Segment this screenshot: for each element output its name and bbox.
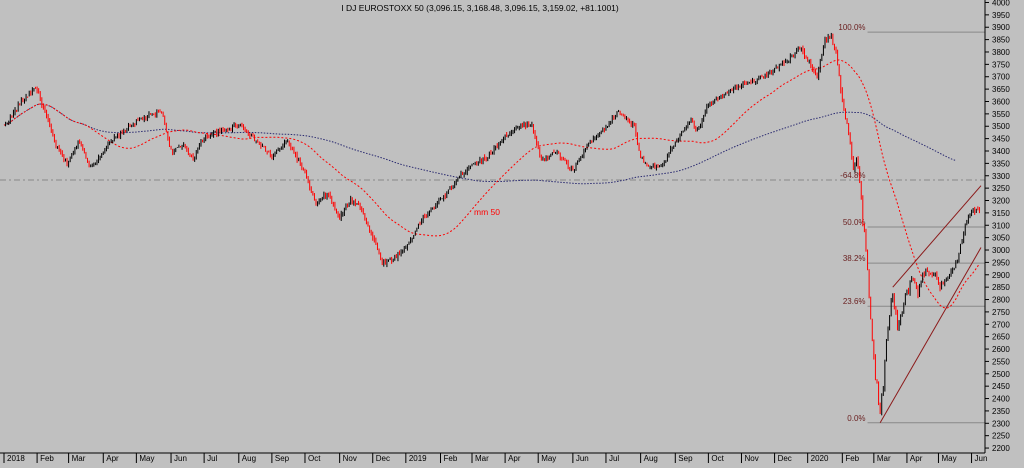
axes: 4000 3950 3900 3850 3800 3750 3700 3650 3600 3550… bbox=[0, 0, 1010, 463]
y-tick-label: 2450 bbox=[992, 382, 1010, 391]
x-tick-label: Nov bbox=[343, 454, 357, 463]
x-tick-label: May bbox=[541, 454, 556, 463]
y-tick-label: 2500 bbox=[992, 370, 1010, 379]
fib-level-label: 23.6% bbox=[843, 297, 866, 306]
y-tick-label: 3700 bbox=[992, 73, 1010, 82]
y-tick-label: 3400 bbox=[992, 147, 1010, 156]
y-tick-label: 3000 bbox=[992, 246, 1010, 255]
x-tick-label: Apr bbox=[508, 454, 521, 463]
trend-channel bbox=[879, 185, 982, 424]
fib-level-label: 38.2% bbox=[843, 254, 866, 263]
x-tick-label: Jun bbox=[174, 454, 187, 463]
fibonacci-levels: 100.0% -64.8% 50.0% 38.2% 23.6% 0.0% bbox=[0, 23, 985, 424]
y-tick-label: 2850 bbox=[992, 283, 1010, 292]
y-tick-label: 3950 bbox=[992, 11, 1010, 20]
moving-averages bbox=[3, 59, 980, 309]
y-tick-label: 3750 bbox=[992, 60, 1010, 69]
x-tick-label: 2018 bbox=[7, 454, 25, 463]
x-tick-label: Aug bbox=[242, 454, 256, 463]
y-tick-label: 3350 bbox=[992, 159, 1010, 168]
x-tick-label: Jul bbox=[609, 454, 619, 463]
x-tick-label: Feb bbox=[443, 454, 457, 463]
x-tick-label: Dec bbox=[778, 454, 792, 463]
y-tick-label: 2750 bbox=[992, 308, 1010, 317]
x-tick-label: Apr bbox=[106, 454, 119, 463]
x-tick-label: Sep bbox=[275, 454, 290, 463]
x-tick-label: Mar bbox=[72, 454, 86, 463]
mm50-label: mm 50 bbox=[474, 207, 500, 217]
fib-level-label: -64.8% bbox=[840, 171, 865, 180]
y-tick-label: 3200 bbox=[992, 197, 1010, 206]
y-tick-label: 2250 bbox=[992, 432, 1010, 441]
y-tick-label: 2700 bbox=[992, 320, 1010, 329]
x-tick-label: Dec bbox=[376, 454, 390, 463]
y-tick-label: 3900 bbox=[992, 23, 1010, 32]
x-tick-label: Feb bbox=[845, 454, 859, 463]
channel-upper-line bbox=[892, 185, 982, 288]
x-tick-label: May bbox=[941, 454, 956, 463]
y-tick-label: 2900 bbox=[992, 271, 1010, 280]
y-tick-label: 3050 bbox=[992, 234, 1010, 243]
x-tick-label: Oct bbox=[711, 454, 724, 463]
ma200-line bbox=[3, 103, 956, 185]
x-tick-label: Mar bbox=[877, 454, 891, 463]
x-tick-label: Jun bbox=[975, 454, 988, 463]
fib-level-label: 0.0% bbox=[847, 414, 865, 423]
channel-lower-line bbox=[879, 247, 982, 424]
x-tick-label: Nov bbox=[744, 454, 758, 463]
chart-title: I DJ EUROSTOXX 50 (3,096.15, 3,168.48, 3… bbox=[341, 3, 619, 13]
y-tick-label: 2350 bbox=[992, 407, 1010, 416]
y-tick-label: 2200 bbox=[992, 444, 1010, 453]
x-tick-label: Feb bbox=[40, 454, 54, 463]
x-tick-label: Aug bbox=[644, 454, 658, 463]
x-tick-label: Sep bbox=[678, 454, 693, 463]
y-tick-label: 3250 bbox=[992, 184, 1010, 193]
y-tick-label: 2300 bbox=[992, 419, 1010, 428]
y-tick-label: 2550 bbox=[992, 357, 1010, 366]
y-tick-label: 3550 bbox=[992, 110, 1010, 119]
y-tick-label: 2650 bbox=[992, 333, 1010, 342]
ma50-line bbox=[3, 59, 980, 309]
x-tick-label: May bbox=[139, 454, 154, 463]
x-tick-label: 2019 bbox=[409, 454, 427, 463]
y-tick-label: 3450 bbox=[992, 135, 1010, 144]
y-tick-label: 2400 bbox=[992, 395, 1010, 404]
y-tick-label: 2950 bbox=[992, 258, 1010, 267]
y-tick-label: 3100 bbox=[992, 221, 1010, 230]
x-tick-label: Apr bbox=[910, 454, 923, 463]
y-tick-label: 2800 bbox=[992, 296, 1010, 305]
y-tick-label: 4000 bbox=[992, 0, 1010, 7]
y-tick-label: 3850 bbox=[992, 36, 1010, 45]
y-tick-label: 3300 bbox=[992, 172, 1010, 181]
y-tick-label: 3650 bbox=[992, 85, 1010, 94]
x-tick-label: Oct bbox=[308, 454, 321, 463]
fib-level-label: 100.0% bbox=[838, 23, 865, 32]
x-tick-label: Jun bbox=[576, 454, 589, 463]
x-tick-label: Jul bbox=[207, 454, 217, 463]
y-tick-label: 3150 bbox=[992, 209, 1010, 218]
y-tick-label: 3800 bbox=[992, 48, 1010, 57]
y-tick-label: 3500 bbox=[992, 122, 1010, 131]
y-tick-label: 2600 bbox=[992, 345, 1010, 354]
x-tick-label: 2020 bbox=[811, 454, 829, 463]
y-tick-label: 3600 bbox=[992, 97, 1010, 106]
fib-level-label: 50.0% bbox=[843, 218, 866, 227]
x-tick-label: Mar bbox=[475, 454, 489, 463]
candles bbox=[5, 32, 980, 416]
